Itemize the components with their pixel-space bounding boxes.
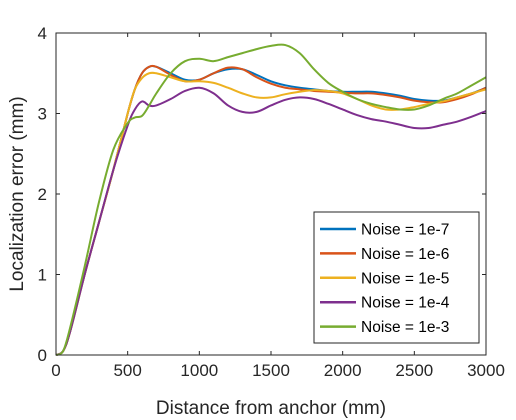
y-tick-label-4: 4 bbox=[38, 24, 47, 43]
y-tick-label-3: 3 bbox=[38, 105, 47, 124]
x-tick-label-1: 500 bbox=[113, 361, 141, 380]
ticks: 0 500 1000 1500 2000 2500 3000 0 1 2 3 4 bbox=[38, 24, 505, 380]
series-layer bbox=[55, 43, 487, 356]
y-axis-label: Localization error (mm) bbox=[7, 96, 28, 291]
x-tick-label-4: 2000 bbox=[324, 361, 362, 380]
x-tick-label-3: 1500 bbox=[252, 361, 290, 380]
legend-label-1: Noise = 1e-7 bbox=[361, 222, 449, 239]
y-tick-label-2: 2 bbox=[38, 185, 47, 204]
x-tick-label-0: 0 bbox=[51, 361, 60, 380]
x-axis-label: Distance from anchor (mm) bbox=[156, 398, 386, 419]
series-line-5 bbox=[55, 43, 487, 356]
y-tick-label-0: 0 bbox=[38, 346, 47, 365]
x-tick-label-2: 1000 bbox=[180, 361, 218, 380]
legend-label-2: Noise = 1e-6 bbox=[361, 246, 449, 263]
series-line-4 bbox=[55, 86, 487, 356]
legend-label-5: Noise = 1e-3 bbox=[361, 319, 449, 336]
legend-label-3: Noise = 1e-5 bbox=[361, 270, 449, 287]
x-tick-label-5: 2500 bbox=[395, 361, 433, 380]
legend-label-4: Noise = 1e-4 bbox=[361, 295, 450, 312]
series-line-3 bbox=[55, 71, 487, 356]
legend: Noise = 1e-7 Noise = 1e-6 Noise = 1e-5 Nois… bbox=[313, 211, 480, 344]
x-tick-label-6: 3000 bbox=[467, 361, 505, 380]
y-tick-label-1: 1 bbox=[38, 266, 47, 285]
